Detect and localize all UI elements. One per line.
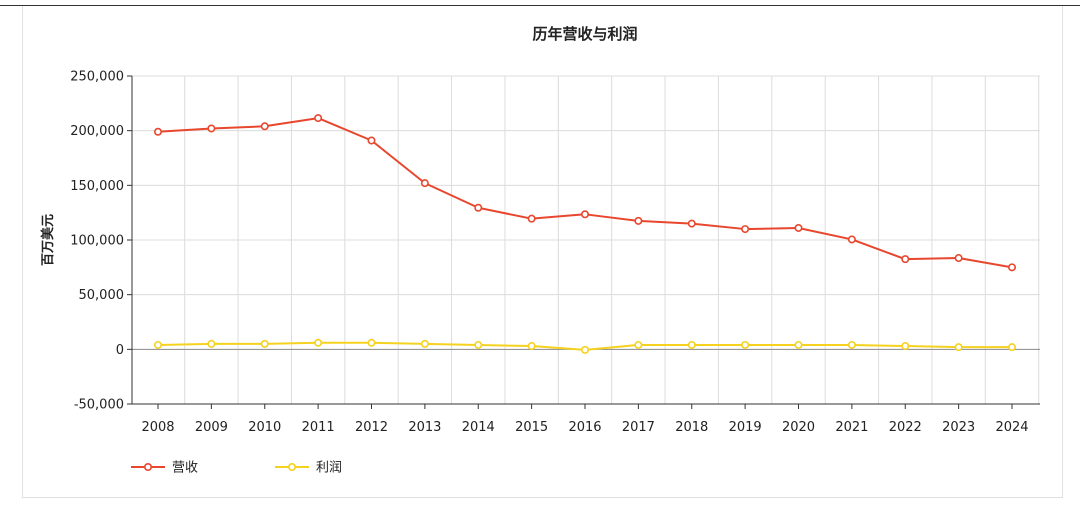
- legend-label: 利润: [316, 461, 342, 476]
- x-tick-label: 2008: [141, 420, 174, 435]
- data-point: [260, 339, 269, 348]
- x-tick-label: 2011: [302, 420, 335, 435]
- data-point: [474, 340, 483, 349]
- x-tick-label: 2009: [195, 420, 228, 435]
- x-tick-label: 2022: [889, 420, 922, 435]
- data-point: [954, 254, 963, 263]
- x-tick-label: 2021: [835, 420, 868, 435]
- data-point: [314, 114, 323, 123]
- data-point: [847, 235, 856, 244]
- chart-title: 历年营收与利润: [532, 25, 637, 43]
- data-point: [260, 122, 269, 131]
- data-point: [367, 338, 376, 347]
- x-tick-label: 2016: [568, 420, 601, 435]
- data-point: [634, 340, 643, 349]
- data-point: [154, 340, 163, 349]
- data-point: [474, 203, 483, 212]
- data-point: [954, 343, 963, 352]
- legend-item-1[interactable]: 营收: [131, 461, 198, 476]
- x-tick-label: 2017: [622, 420, 655, 435]
- data-point: [634, 216, 643, 225]
- data-point: [314, 338, 323, 347]
- x-tick-label: 2012: [355, 420, 388, 435]
- series-layer: [154, 114, 1016, 354]
- chart-panel: [22, 6, 1063, 498]
- legend-label: 营收: [172, 461, 198, 476]
- x-tick-label: 2010: [248, 420, 281, 435]
- top-divider: [0, 5, 1080, 6]
- legend[interactable]: 营收 利润: [131, 461, 342, 476]
- data-point: [154, 127, 163, 136]
- data-point: [207, 339, 216, 348]
- x-tick-label: 2020: [782, 420, 815, 435]
- data-point: [794, 340, 803, 349]
- series-line-1: [157, 117, 1013, 269]
- data-point: [741, 225, 750, 234]
- y-tick-label: 200,000: [70, 124, 124, 139]
- legend-swatch-marker: [144, 462, 153, 471]
- data-point: [367, 136, 376, 145]
- data-point: [901, 342, 910, 351]
- data-point: [420, 179, 429, 188]
- x-tick-label: 2024: [995, 420, 1028, 435]
- y-tick-label: 250,000: [70, 70, 124, 85]
- data-point: [580, 345, 589, 354]
- data-point: [741, 340, 750, 349]
- x-tick-label: 2023: [942, 420, 975, 435]
- x-tick-label: 2013: [408, 420, 441, 435]
- x-tick-label: 2014: [462, 420, 495, 435]
- data-point: [420, 339, 429, 348]
- y-tick-label: 50,000: [79, 288, 125, 303]
- data-point: [207, 124, 216, 133]
- y-axis-label: 百万美元: [40, 214, 56, 266]
- data-point: [687, 219, 696, 228]
- grid: [132, 75, 1040, 405]
- data-point: [794, 223, 803, 232]
- data-point: [527, 214, 536, 223]
- legend-swatch-marker: [287, 462, 296, 471]
- x-tick-label: 2018: [675, 420, 708, 435]
- x-tick-label: 2015: [515, 420, 548, 435]
- y-tick-label: 0: [116, 343, 124, 358]
- legend-item-2[interactable]: 利润: [275, 461, 342, 476]
- y-tick-label: -50,000: [74, 398, 124, 413]
- x-tick-label: 2019: [729, 420, 762, 435]
- data-point: [580, 210, 589, 219]
- data-point: [1007, 263, 1016, 272]
- data-point: [687, 340, 696, 349]
- data-point: [901, 255, 910, 264]
- y-tick-label: 150,000: [70, 179, 124, 194]
- y-tick-label: 100,000: [70, 234, 124, 249]
- data-point: [847, 340, 856, 349]
- axes: -50,000 0 50,000 100,000 150,000 200,000 250,0…: [70, 70, 1040, 435]
- data-point: [527, 342, 536, 351]
- data-point: [1007, 343, 1016, 352]
